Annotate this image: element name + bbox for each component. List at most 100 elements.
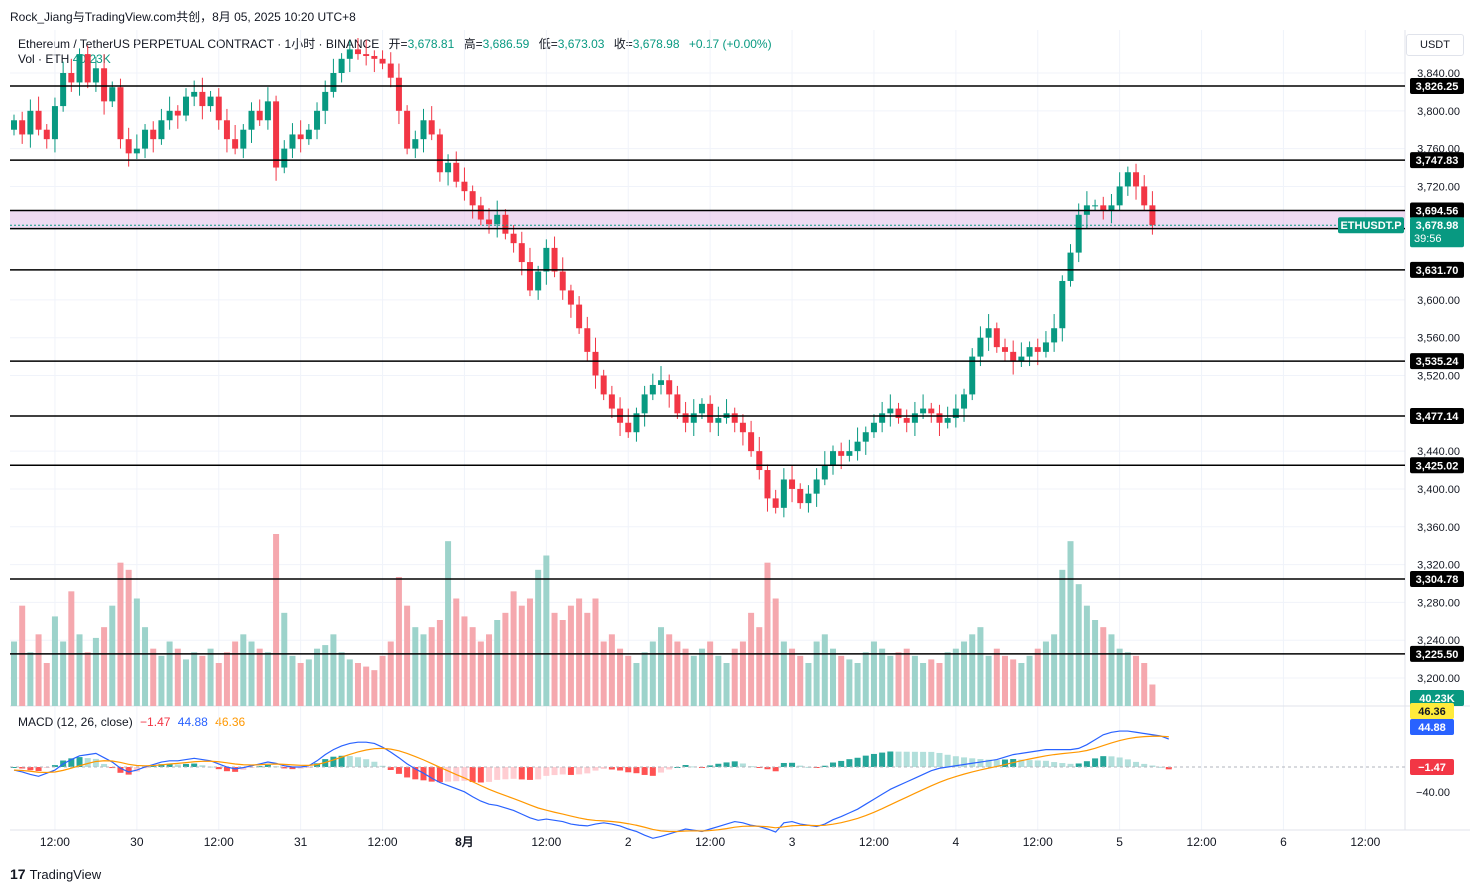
volume-bar (1092, 620, 1099, 706)
macd-histogram-bar (920, 751, 927, 767)
volume-bar (207, 648, 214, 706)
candle-body (649, 384, 656, 395)
candle-body (715, 418, 722, 423)
macd-histogram-bar (862, 755, 869, 767)
macd-histogram-bar (305, 767, 312, 768)
macd-histogram-bar (870, 753, 877, 767)
candle-body (600, 375, 607, 395)
volume-bar (281, 612, 288, 706)
candle-body (387, 63, 394, 78)
candle-body (633, 413, 640, 433)
candle-body (297, 134, 304, 140)
price-level-label: 3,747.83 (1416, 155, 1459, 167)
macd-histogram-bar (821, 765, 828, 767)
macd-histogram-bar (1092, 758, 1099, 767)
volume-bar (1133, 655, 1140, 706)
volume-bar (1124, 652, 1131, 706)
candle-body (264, 101, 271, 121)
macd-histogram-bar (707, 765, 714, 767)
macd-histogram-bar (92, 758, 99, 767)
currency-button[interactable]: USDT (1406, 34, 1464, 56)
volume-bar (780, 641, 787, 706)
candle-body (690, 413, 697, 423)
macd-histogram-bar (1018, 759, 1025, 767)
macd-label[interactable]: MACD (12, 26, close) (18, 715, 133, 729)
volume-label[interactable]: Vol · ETH (18, 52, 70, 66)
macd-histogram-bar (477, 767, 484, 783)
volume-bar (436, 620, 443, 706)
candle-body (821, 465, 828, 480)
volume-bar (1067, 541, 1074, 706)
macd-histogram-bar (158, 764, 165, 767)
support-zone (10, 210, 1405, 229)
x-tick-label: 12:00 (1023, 835, 1053, 849)
macd-histogram-bar (1075, 763, 1082, 767)
volume-bar (551, 612, 558, 706)
candle-body (76, 54, 83, 83)
candle-body (420, 120, 427, 140)
y-tick-label: 3,200.00 (1417, 673, 1460, 685)
y-tick-label: 3,600.00 (1417, 295, 1460, 307)
macd-histogram-bar (854, 757, 861, 767)
volume-bar (215, 663, 222, 706)
footer: 17 TradingView (10, 866, 101, 882)
macd-histogram-bar (1133, 761, 1140, 767)
candle-body (584, 328, 591, 352)
volume-bar (248, 641, 255, 706)
volume-bar (395, 577, 402, 706)
candle-body (1124, 172, 1131, 187)
volume-bar (125, 569, 132, 706)
volume-bar (1051, 634, 1058, 706)
macd-histogram-bar (625, 767, 632, 773)
volume-bar (1042, 641, 1049, 706)
macd-histogram-bar (461, 767, 468, 781)
macd-histogram-bar (264, 764, 271, 767)
y-tick-label: 3,400.00 (1417, 484, 1460, 496)
symbol-title[interactable]: Ethereum / TetherUS PERPETUAL CONTRACT ·… (18, 37, 380, 51)
volume-bar (731, 648, 738, 706)
candle-body (363, 54, 370, 56)
macd-histogram-bar (658, 767, 665, 773)
footer-brand: TradingView (29, 866, 102, 882)
macd-histogram-bar (961, 757, 968, 767)
volume-bar (584, 612, 591, 706)
y-tick-label: 3,720.00 (1417, 181, 1460, 193)
macd-histogram-bar (1149, 765, 1156, 767)
candle-body (608, 394, 615, 409)
candle-body (543, 247, 550, 272)
macd-badge (1410, 719, 1454, 735)
price-level-badge (1410, 152, 1464, 169)
candle-body (1141, 186, 1148, 206)
candle-body (879, 413, 886, 423)
candle-body (576, 304, 583, 329)
volume-badge (1410, 690, 1464, 706)
macd-legend: MACD (12, 26, close) −1.47 44.88 46.36 (18, 715, 245, 729)
candle-body (273, 101, 280, 168)
candle-body (371, 55, 378, 59)
price-level-label: 3,694.56 (1416, 205, 1459, 217)
candle-body (469, 191, 476, 206)
volume-bar (608, 634, 615, 706)
volume-bar (944, 652, 951, 706)
macd-histogram-bar (109, 767, 116, 769)
macd-histogram-bar (985, 759, 992, 767)
macd-histogram-bar (223, 767, 230, 772)
volume-bar (1083, 605, 1090, 706)
macd-histogram-bar (1108, 756, 1115, 767)
macd-histogram-bar (486, 767, 493, 782)
macd-histogram-bar (510, 767, 517, 779)
candle-body (43, 129, 50, 140)
symbol-legend: Ethereum / TetherUS PERPETUAL CONTRACT ·… (18, 35, 778, 52)
macd-histogram-bar (690, 766, 697, 768)
candle-body (567, 290, 574, 305)
candle-body (248, 110, 255, 130)
macd-histogram-bar (838, 760, 845, 767)
candle-body (182, 96, 189, 116)
macd-histogram-bar (1001, 759, 1008, 767)
volume-bar (158, 655, 165, 706)
macd-histogram-bar (936, 752, 943, 767)
candle-body (748, 432, 755, 452)
volume-bar (322, 645, 329, 706)
candle-body (19, 120, 26, 135)
